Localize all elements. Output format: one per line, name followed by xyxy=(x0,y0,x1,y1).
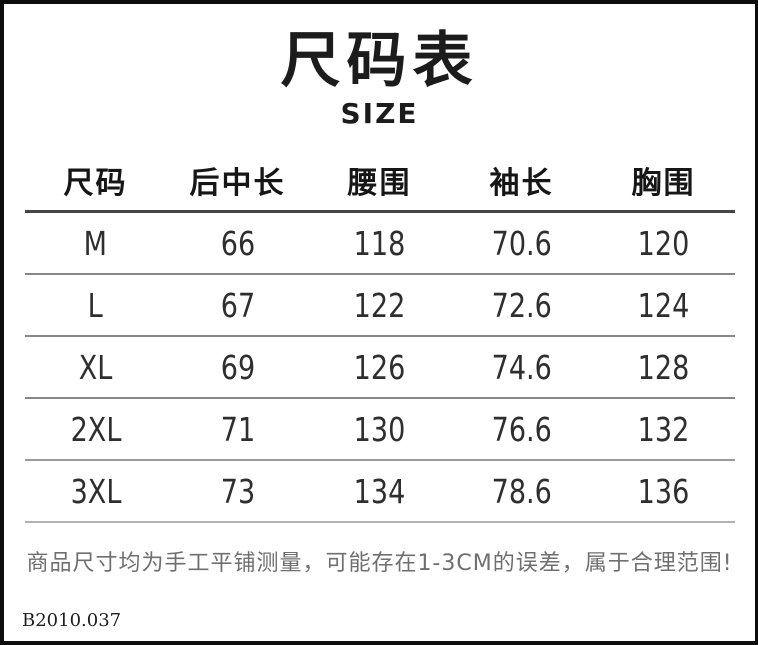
product-code: B2010.037 xyxy=(22,610,122,631)
measurement-value: 76.6 xyxy=(491,409,552,449)
measurement-value: 136 xyxy=(637,471,690,511)
measurement-value: 66 xyxy=(220,223,255,263)
measurement-value: 69 xyxy=(220,347,255,387)
measurement-value: 118 xyxy=(353,223,406,263)
size-label: 2XL xyxy=(70,409,121,449)
measurement-value: 124 xyxy=(637,285,690,325)
measurement-value: 70.6 xyxy=(491,223,552,263)
measurement-value: 67 xyxy=(220,285,255,325)
measurement-value: 74.6 xyxy=(491,347,552,387)
size-label: L xyxy=(87,285,104,325)
measurement-note: 商品尺寸均为手工平铺测量，可能存在1-3CM的误差，属于合理范围! xyxy=(26,551,733,576)
measurement-value: 126 xyxy=(353,347,406,387)
size-table-header-row: 尺码 后中长 腰围 袖长 胸围 xyxy=(24,150,735,213)
measurement-value: 71 xyxy=(220,409,255,449)
measurement-value: 122 xyxy=(353,285,406,325)
measurement-value: 134 xyxy=(353,471,406,511)
size-label: XL xyxy=(78,347,113,387)
measurement-value: 130 xyxy=(353,409,406,449)
measurement-value: 78.6 xyxy=(491,471,552,511)
table-row: 3XL 73 134 78.6 136 xyxy=(24,461,735,523)
table-row: L 67 122 72.6 124 xyxy=(24,275,735,337)
page-subtitle: SIZE xyxy=(340,97,419,130)
measurement-value: 132 xyxy=(637,409,690,449)
measurement-value: 73 xyxy=(220,471,255,511)
size-label: 3XL xyxy=(70,471,121,511)
table-row: 2XL 71 130 76.6 132 xyxy=(24,399,735,461)
measurement-value: 128 xyxy=(637,347,690,387)
table-row: M 66 118 70.6 120 xyxy=(24,213,735,275)
table-row: XL 69 126 74.6 128 xyxy=(24,337,735,399)
page-title: 尺码表 xyxy=(280,26,479,96)
column-header: 袖长 xyxy=(489,166,554,201)
column-header: 尺码 xyxy=(63,166,128,201)
column-header: 胸围 xyxy=(631,166,696,201)
size-table-body: M 66 118 70.6 120 L 67 122 72.6 124 XL 69 126 74.6 128… xyxy=(24,213,735,523)
measurement-value: 72.6 xyxy=(491,285,552,325)
measurement-value: 120 xyxy=(637,223,690,263)
column-header: 腰围 xyxy=(347,166,412,201)
column-header: 后中长 xyxy=(189,166,286,201)
size-table: 尺码 后中长 腰围 袖长 胸围 M 66 118 70.6 120 L 67 122 72.6 124 XL… xyxy=(24,150,735,523)
size-label: M xyxy=(83,223,108,263)
